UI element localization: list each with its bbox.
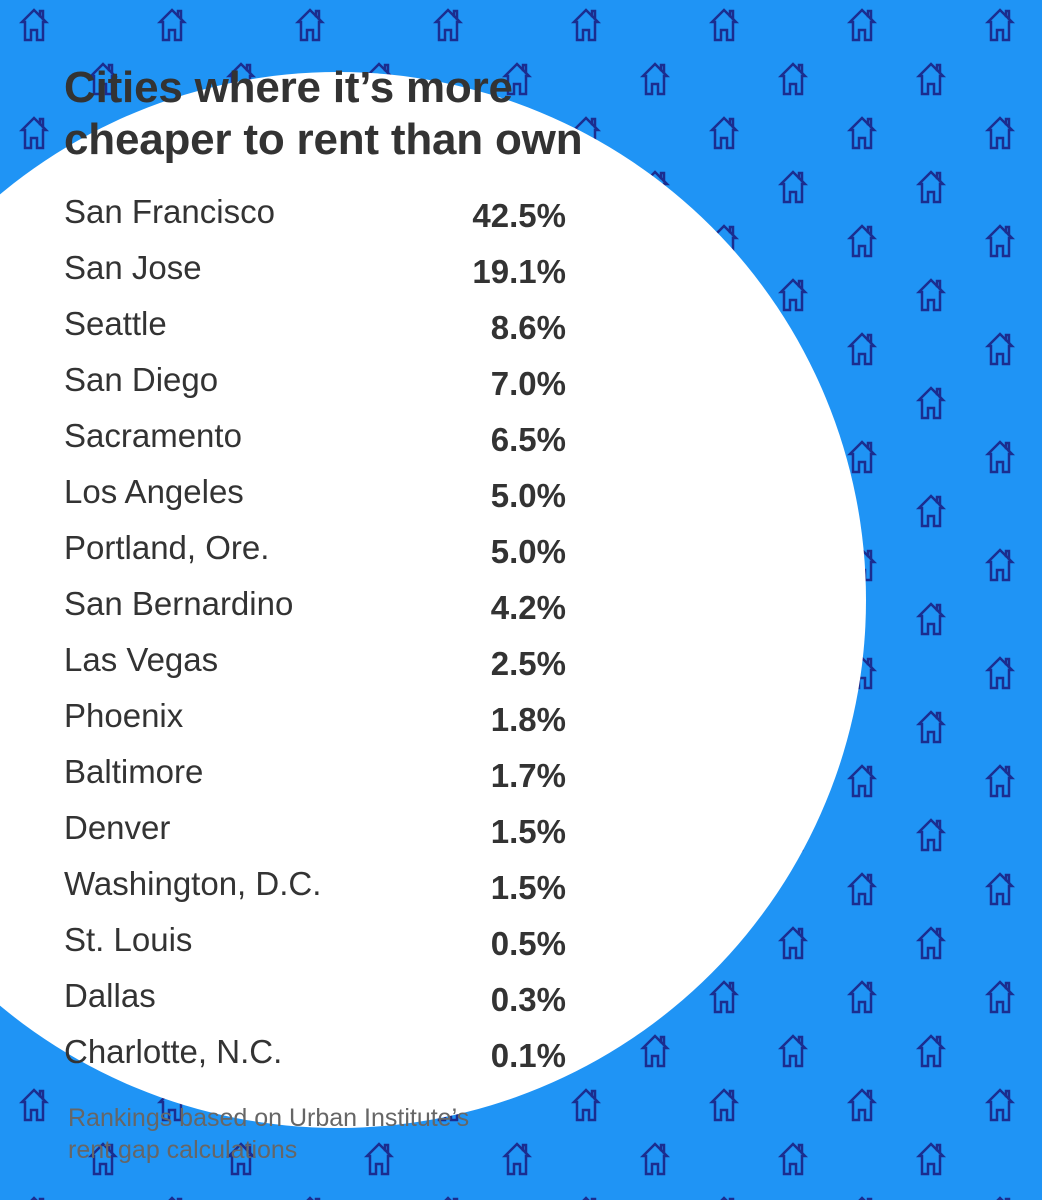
rent-gap-value: 0.5%: [490, 925, 566, 962]
city-label: St. Louis: [64, 921, 193, 958]
rent-gap-value: 1.5%: [490, 813, 566, 850]
rent-gap-value: 1.8%: [490, 701, 566, 738]
city-rankings-table: San Francisco 42.5% San Jose 19.1% Seattle 8.…: [64, 186, 566, 1082]
table-row: San Jose 19.1%: [64, 242, 566, 298]
chart-title-line-2: cheaper to rent than own: [64, 115, 583, 164]
city-label: San Diego: [64, 361, 219, 398]
table-row: Charlotte, N.C. 0.1%: [64, 1026, 566, 1082]
city-label: San Jose: [64, 249, 202, 286]
table-row: San Diego 7.0%: [64, 354, 566, 410]
table-row: Baltimore 1.7%: [64, 746, 566, 802]
table-row: San Bernardino 4.2%: [64, 578, 566, 634]
rent-gap-value: 1.7%: [490, 757, 566, 794]
rent-gap-value: 5.0%: [490, 533, 566, 570]
city-label: Portland, Ore.: [64, 529, 270, 566]
city-label: Denver: [64, 809, 171, 846]
table-row: Dallas 0.3%: [64, 970, 566, 1026]
rent-gap-value: 42.5%: [472, 197, 566, 234]
city-label: San Bernardino: [64, 585, 294, 622]
table-row: San Francisco 42.5%: [64, 186, 566, 242]
table-row: Sacramento 6.5%: [64, 410, 566, 466]
city-label: Las Vegas: [64, 641, 219, 678]
table-row: Denver 1.5%: [64, 802, 566, 858]
city-label: Baltimore: [64, 753, 204, 790]
footnote-line-1: Rankings based on Urban Institute’s: [68, 1104, 470, 1132]
rent-gap-value: 4.2%: [490, 589, 566, 626]
table-row: Washington, D.C. 1.5%: [64, 858, 566, 914]
footnote: Rankings based on Urban Institute’s rent…: [68, 1102, 469, 1166]
rent-gap-value: 0.3%: [490, 981, 566, 1018]
city-label: San Francisco: [64, 193, 275, 230]
rent-gap-value: 0.1%: [490, 1037, 566, 1074]
rent-gap-value: 7.0%: [490, 365, 566, 402]
table-row: Phoenix 1.8%: [64, 690, 566, 746]
footnote-line-2: rent gap calculations: [68, 1136, 298, 1164]
city-label: Charlotte, N.C.: [64, 1033, 283, 1070]
rent-gap-value: 1.5%: [490, 869, 566, 906]
table-row: Las Vegas 2.5%: [64, 634, 566, 690]
city-label: Dallas: [64, 977, 156, 1014]
table-row: Seattle 8.6%: [64, 298, 566, 354]
chart-title-line-1: Cities where it’s more: [64, 63, 513, 112]
city-label: Los Angeles: [64, 473, 244, 510]
city-label: Sacramento: [64, 417, 242, 454]
table-row: Los Angeles 5.0%: [64, 466, 566, 522]
city-label: Seattle: [64, 305, 167, 342]
city-label: Washington, D.C.: [64, 865, 322, 902]
rent-gap-value: 5.0%: [490, 477, 566, 514]
rent-gap-value: 8.6%: [490, 309, 566, 346]
table-row: St. Louis 0.5%: [64, 914, 566, 970]
chart-title: Cities where it’s more cheaper to rent t…: [64, 62, 583, 166]
rent-gap-value: 2.5%: [490, 645, 566, 682]
city-label: Phoenix: [64, 697, 184, 734]
table-row: Portland, Ore. 5.0%: [64, 522, 566, 578]
rent-gap-value: 6.5%: [490, 421, 566, 458]
rent-gap-value: 19.1%: [472, 253, 566, 290]
